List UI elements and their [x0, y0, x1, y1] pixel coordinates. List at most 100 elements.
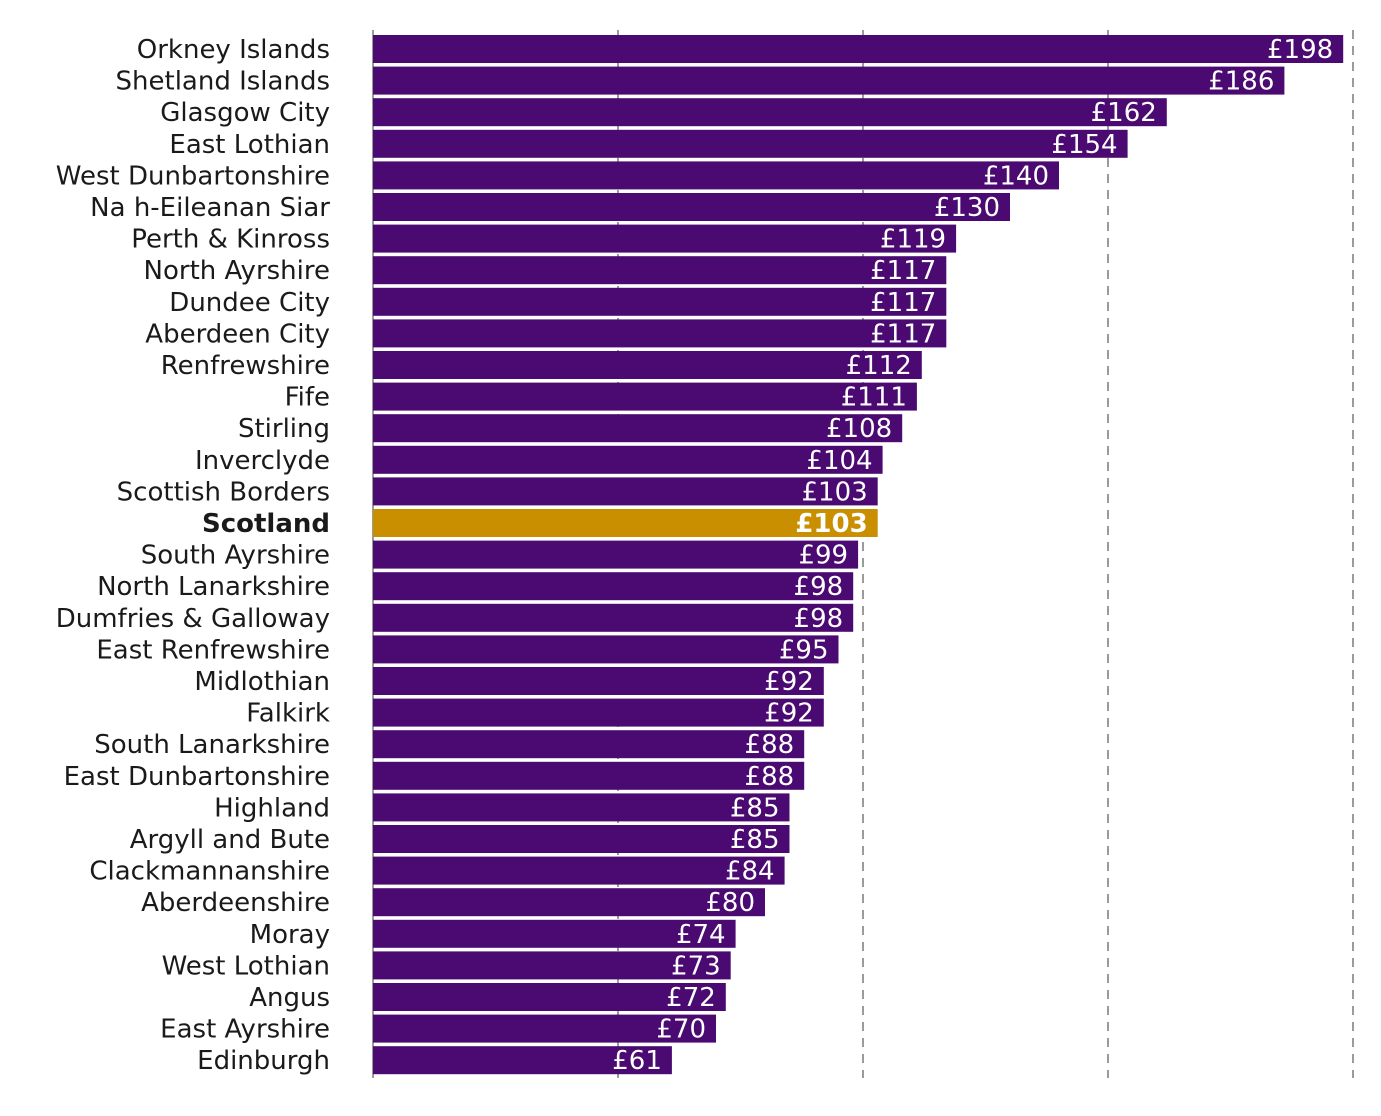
category-label: South Lanarkshire: [94, 730, 330, 760]
category-label: Aberdeenshire: [141, 888, 330, 918]
category-label: North Lanarkshire: [97, 572, 330, 602]
value-label: £70: [656, 1015, 706, 1045]
bar: [373, 287, 947, 316]
category-label: Inverclyde: [195, 446, 330, 476]
bar: [373, 161, 1059, 190]
category-label: Fife: [285, 383, 330, 413]
value-label: £117: [870, 256, 936, 286]
bar: [373, 224, 957, 253]
value-label: £198: [1267, 35, 1333, 65]
category-label: Scotland: [202, 509, 330, 539]
bar: [373, 825, 790, 853]
value-label: £80: [705, 888, 755, 918]
value-label: £108: [826, 414, 892, 444]
category-label: Falkirk: [246, 699, 330, 729]
value-label: £61: [612, 1046, 662, 1076]
category-label: Dumfries & Galloway: [56, 604, 330, 634]
bar: [373, 761, 805, 790]
bar: [373, 414, 903, 443]
bar-highlight: [373, 509, 878, 537]
bar: [373, 919, 736, 948]
bar: [373, 35, 1344, 63]
bar: [373, 572, 854, 601]
value-label: £140: [983, 161, 1049, 191]
bar: [373, 129, 1128, 158]
category-label: Dundee City: [169, 288, 330, 318]
value-label: £162: [1091, 98, 1157, 128]
bar: [373, 98, 1167, 127]
value-label: £98: [794, 572, 844, 602]
value-label: £112: [846, 351, 912, 381]
category-label: Angus: [249, 983, 330, 1013]
bar: [373, 1014, 716, 1043]
category-label: Shetland Islands: [116, 67, 330, 97]
category-label: East Dunbartonshire: [64, 762, 330, 792]
bar: [373, 319, 947, 348]
category-label: South Ayrshire: [141, 541, 330, 571]
category-label: North Ayrshire: [144, 256, 330, 286]
bar: [373, 193, 1010, 221]
category-label: Perth & Kinross: [131, 225, 330, 255]
value-label: £95: [779, 635, 829, 665]
value-label: £88: [745, 762, 795, 792]
value-label: £85: [730, 825, 780, 855]
category-label: Renfrewshire: [161, 351, 330, 381]
category-label: Argyll and Bute: [130, 825, 330, 855]
category-label: Midlothian: [194, 667, 330, 697]
category-label: West Dunbartonshire: [56, 161, 330, 191]
bar: [373, 351, 922, 379]
bar: [373, 793, 790, 822]
category-label: Aberdeen City: [145, 319, 330, 349]
value-label: £117: [870, 288, 936, 318]
value-label: £154: [1051, 130, 1117, 160]
category-label: Edinburgh: [197, 1046, 330, 1076]
category-label: East Renfrewshire: [96, 635, 330, 665]
category-label: Stirling: [238, 414, 330, 444]
value-label: £186: [1208, 67, 1274, 97]
value-label: £84: [725, 857, 775, 887]
category-label: Highland: [214, 793, 330, 823]
value-label: £103: [795, 509, 867, 539]
bar: [373, 635, 839, 664]
category-label: Scottish Borders: [117, 477, 330, 507]
bar: [373, 603, 854, 632]
value-label: £119: [880, 225, 946, 255]
bar: [373, 667, 824, 695]
value-label: £103: [802, 477, 868, 507]
bar: [373, 445, 883, 474]
value-label: £98: [794, 604, 844, 634]
bar: [373, 983, 726, 1011]
category-label: Clackmannanshire: [89, 857, 330, 887]
bars-layer: [373, 35, 1344, 1075]
value-label: £88: [745, 730, 795, 760]
category-label: Na h-Eileanan Siar: [90, 193, 330, 223]
value-label: £99: [798, 541, 848, 571]
value-label: £72: [666, 983, 716, 1013]
category-label: Glasgow City: [160, 98, 330, 128]
category-label: Orkney Islands: [137, 35, 330, 65]
value-labels: £198£186£162£154£140£130£119£117£117£117…: [612, 35, 1333, 1076]
category-label: East Ayrshire: [160, 1015, 330, 1045]
value-label: £130: [934, 193, 1000, 223]
value-label: £92: [764, 667, 814, 697]
value-label: £111: [841, 383, 907, 413]
bar: [373, 951, 731, 980]
bar: [373, 256, 947, 285]
bar: [373, 382, 917, 411]
value-label: £104: [806, 446, 872, 476]
value-label: £85: [730, 793, 780, 823]
bar: [373, 477, 878, 506]
value-label: £74: [676, 920, 726, 950]
bar: [373, 888, 765, 917]
bar: [373, 730, 805, 759]
value-label: £73: [671, 951, 721, 981]
category-label: Moray: [250, 920, 330, 950]
bar: [373, 698, 824, 727]
bar: [373, 66, 1285, 95]
category-label: West Lothian: [162, 951, 330, 981]
bar: [373, 856, 785, 885]
bar: [373, 540, 859, 569]
bar: [373, 1046, 672, 1075]
